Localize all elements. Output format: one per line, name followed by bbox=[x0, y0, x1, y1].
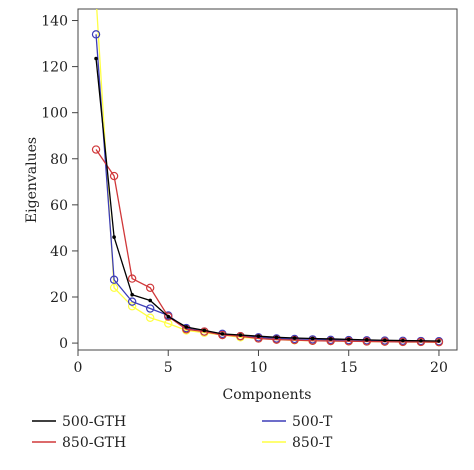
data-point bbox=[383, 338, 387, 343]
data-point bbox=[127, 297, 137, 306]
legend-label: 850-T bbox=[292, 435, 333, 451]
y-tick-label: 60 bbox=[50, 198, 68, 214]
data-point bbox=[292, 336, 297, 340]
y-tick-label: 100 bbox=[41, 106, 68, 122]
data-point bbox=[218, 330, 227, 340]
data-point bbox=[130, 292, 134, 297]
data-point bbox=[145, 313, 155, 322]
data-point bbox=[164, 312, 173, 321]
data-point bbox=[145, 283, 155, 292]
plot-frame bbox=[77, 8, 458, 351]
data-point bbox=[94, 56, 98, 61]
data-point bbox=[148, 298, 152, 303]
data-point bbox=[416, 337, 426, 347]
data-point bbox=[127, 302, 137, 311]
data-point bbox=[91, 145, 101, 154]
legend-label: 500-T bbox=[292, 414, 333, 430]
data-point bbox=[310, 336, 315, 341]
series-500-t bbox=[91, 30, 444, 346]
data-point bbox=[236, 331, 245, 341]
legend-label: 500-GTH bbox=[62, 414, 126, 430]
x-tick-label: 0 bbox=[74, 360, 83, 376]
legend-label: 850-GTH bbox=[62, 435, 126, 451]
data-point bbox=[346, 337, 351, 342]
data-point bbox=[112, 235, 116, 239]
data-point bbox=[202, 328, 207, 333]
legend-item-500-gth: 500-GTH bbox=[32, 414, 126, 430]
y-tick-label: 80 bbox=[50, 152, 68, 168]
data-point bbox=[109, 275, 119, 284]
series-850-t bbox=[92, 0, 444, 347]
data-point bbox=[328, 337, 333, 341]
legend-item-500-t: 500-T bbox=[262, 414, 333, 430]
data-point bbox=[362, 337, 371, 346]
x-tick-label: 5 bbox=[164, 360, 173, 376]
data-point bbox=[166, 314, 171, 319]
x-axis: 0 5 10 15 20 bbox=[74, 350, 448, 376]
data-point bbox=[184, 325, 189, 329]
data-point bbox=[109, 171, 119, 181]
series-line bbox=[95, 58, 439, 342]
data-point bbox=[419, 338, 423, 343]
data-point bbox=[256, 334, 261, 338]
series-850-gth bbox=[91, 145, 444, 347]
data-point bbox=[145, 304, 155, 313]
data-point bbox=[238, 333, 243, 337]
data-point bbox=[398, 337, 408, 347]
legend-item-850-t: 850-T bbox=[262, 435, 333, 451]
series-500-gth bbox=[94, 56, 441, 343]
data-point bbox=[91, 30, 101, 39]
y-axis-label: Eigenvalues bbox=[24, 137, 40, 223]
data-point bbox=[92, 0, 99, 1]
series-layer bbox=[91, 0, 444, 347]
x-axis-label: Components bbox=[223, 387, 312, 403]
x-tick-label: 10 bbox=[250, 360, 268, 376]
y-tick-label: 20 bbox=[50, 290, 68, 306]
series-line bbox=[95, 34, 439, 342]
data-point bbox=[380, 337, 390, 346]
data-point bbox=[109, 283, 119, 292]
data-point bbox=[401, 338, 405, 343]
y-tick-label: 40 bbox=[50, 244, 68, 260]
series-line bbox=[95, 149, 439, 343]
data-point bbox=[220, 332, 225, 336]
x-tick-label: 15 bbox=[340, 360, 358, 376]
x-tick-label: 20 bbox=[430, 360, 448, 376]
y-tick-label: 140 bbox=[41, 14, 68, 30]
legend-item-850-gth: 850-GTH bbox=[32, 435, 126, 451]
legend: 500-GTH 850-GTH 500-T 850-T bbox=[32, 414, 333, 451]
data-point bbox=[364, 338, 369, 342]
data-point bbox=[274, 335, 279, 340]
y-tick-label: 0 bbox=[59, 336, 68, 352]
y-axis: 0 20 40 60 80 100 120 140 bbox=[41, 14, 78, 352]
y-tick-label: 120 bbox=[41, 60, 68, 76]
data-point bbox=[437, 339, 441, 343]
data-point bbox=[127, 274, 137, 283]
data-point bbox=[434, 337, 444, 347]
